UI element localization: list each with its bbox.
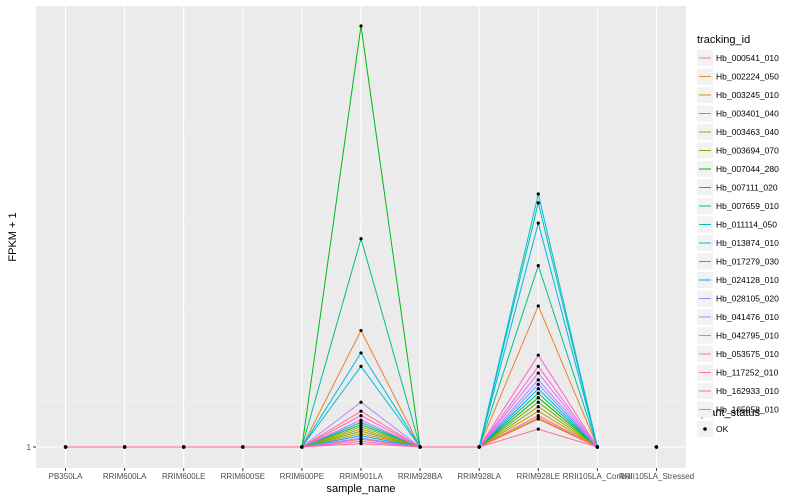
- legend: tracking_id quant_status OK Hb_000541_01…: [697, 34, 779, 437]
- legend-label: Hb_028105_020: [716, 294, 779, 304]
- legend-label: Hb_003401_040: [716, 109, 779, 119]
- x-axis-title: sample_name: [326, 483, 395, 495]
- data-point: [300, 445, 304, 449]
- data-point: [123, 445, 127, 449]
- data-point: [536, 221, 540, 225]
- data-point: [536, 192, 540, 196]
- legend-label: Hb_053575_010: [716, 349, 779, 359]
- x-tick-label: RRIM600LE: [162, 472, 206, 481]
- legend-label: Hb_003694_070: [716, 146, 779, 156]
- data-point: [359, 364, 363, 368]
- data-point: [536, 396, 540, 400]
- data-point: [536, 391, 540, 395]
- legend-key-point: [703, 427, 707, 431]
- legend-label: Hb_002224_050: [716, 72, 779, 82]
- data-point: [359, 436, 363, 440]
- data-point: [359, 328, 363, 333]
- data-point: [359, 418, 363, 422]
- legend-label: Hb_041476_010: [716, 312, 779, 322]
- data-point: [654, 445, 659, 449]
- x-tick-label: RRIM928BA: [398, 472, 443, 481]
- x-tick-label: RRIM928LA: [457, 472, 501, 481]
- data-point: [536, 304, 540, 308]
- data-point: [359, 420, 363, 424]
- data-point: [536, 382, 540, 386]
- legend-label: Hb_003245_010: [716, 90, 779, 100]
- legend-label: Hb_165958_010: [716, 405, 779, 415]
- legend-label: Hb_013874_010: [716, 238, 779, 248]
- x-tick-label: RRII105LA_Stressed: [619, 472, 694, 481]
- data-point: [359, 423, 363, 427]
- legend-label: Hb_000541_010: [716, 53, 779, 63]
- data-point: [595, 445, 599, 449]
- data-point: [536, 371, 540, 375]
- data-point: [536, 201, 540, 205]
- data-point: [536, 264, 540, 268]
- data-point: [536, 427, 540, 431]
- data-point: [359, 427, 363, 431]
- data-point: [359, 237, 363, 241]
- data-point: [359, 24, 363, 28]
- legend-title: tracking_id: [697, 34, 750, 46]
- data-point: [418, 445, 422, 449]
- axes: 1 PB350LA RRIM600LA RRIM600LE RRIM600SE RRIM6…: [27, 443, 694, 481]
- x-tick-label: RRII105LA_Control: [563, 472, 633, 481]
- data-point: [359, 425, 363, 429]
- data-point: [359, 434, 363, 438]
- data-point: [359, 442, 363, 446]
- x-tick-label: RRIM600SE: [221, 472, 265, 481]
- data-point: [359, 409, 363, 413]
- series-lines: [65, 25, 598, 448]
- data-point: [359, 414, 363, 418]
- x-tick-label: RRIM600PE: [280, 472, 324, 481]
- legend-label: Hb_011114_050: [716, 220, 777, 230]
- series-line-Hb_165958_010: [65, 428, 598, 448]
- data-point: [359, 351, 363, 355]
- data-point: [536, 378, 540, 382]
- legend-label: Hb_003463_040: [716, 127, 779, 137]
- legend-label: Hb_162933_010: [716, 386, 779, 396]
- quant-status-legend-label: OK: [716, 424, 729, 434]
- data-point: [536, 364, 540, 368]
- data-point: [536, 387, 540, 391]
- x-tick-label: RRIM901LA: [339, 472, 383, 481]
- data-point: [536, 414, 540, 418]
- x-tick-label: RRIM600LA: [103, 472, 147, 481]
- legend-label: Hb_007111_020: [716, 183, 778, 193]
- data-point: [63, 445, 68, 449]
- legend-label: Hb_024128_010: [716, 275, 779, 285]
- x-tick-label: PB350LA: [49, 472, 83, 481]
- data-point: [536, 416, 540, 420]
- data-point: [359, 429, 363, 433]
- data-point: [536, 353, 540, 357]
- legend-label: Hb_117252_010: [716, 368, 779, 378]
- legend-label: Hb_007044_280: [716, 164, 779, 174]
- data-point: [536, 409, 540, 413]
- data-point: [477, 445, 481, 449]
- data-point: [536, 405, 540, 409]
- y-tick-label: 1: [27, 443, 32, 452]
- legend-label: Hb_042795_010: [716, 331, 779, 341]
- data-point: [359, 439, 363, 444]
- x-tick-label: RRIM928LE: [516, 472, 560, 481]
- data-point: [241, 445, 245, 449]
- y-axis-title: FPKM + 1: [7, 212, 19, 261]
- data-point: [359, 400, 363, 404]
- data-point: [182, 445, 186, 449]
- legend-label: Hb_007659_010: [716, 201, 779, 211]
- data-points: [63, 24, 659, 449]
- legend-label: Hb_017279_030: [716, 257, 779, 267]
- data-point: [359, 431, 363, 436]
- data-point: [536, 400, 540, 404]
